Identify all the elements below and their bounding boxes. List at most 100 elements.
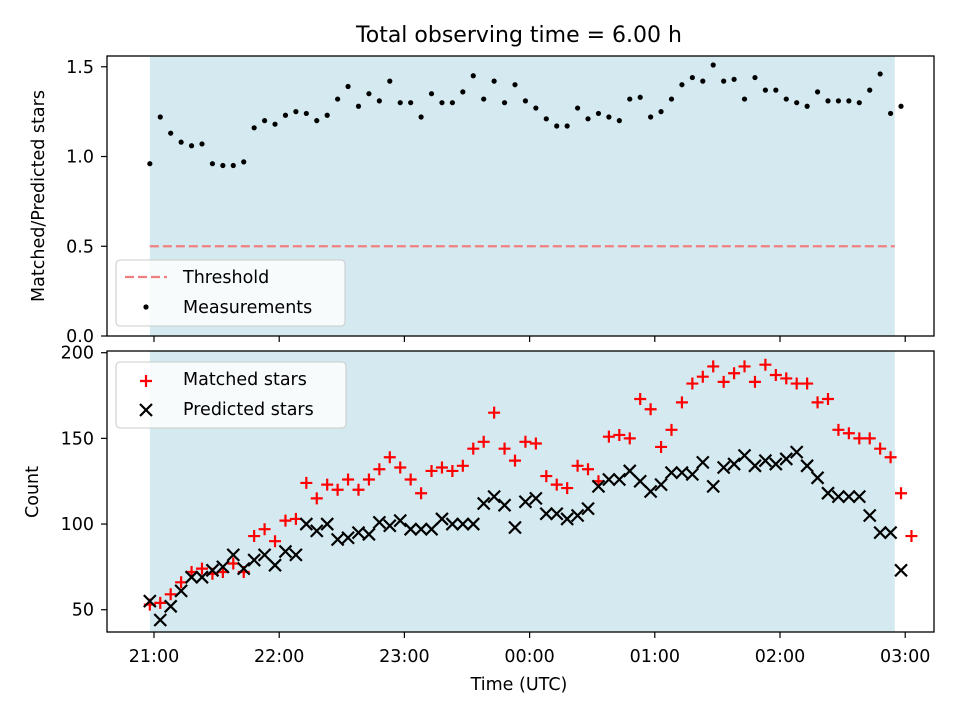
matched-stars-point [467, 442, 480, 455]
measurement-point [470, 73, 476, 79]
predicted-stars-point [622, 464, 637, 478]
count-axes-frame [106, 350, 935, 633]
predicted-stars-point [351, 525, 366, 540]
predicted-stars-point [487, 489, 501, 504]
matched-stars-point [383, 451, 396, 464]
ratio-axes-frame [106, 55, 935, 337]
matched-stars-point [696, 370, 709, 383]
ratio-panel: 0.0 0.5 1.0 1.5 Matched/Predicted stars Thr… [29, 55, 935, 347]
measurement-point [168, 130, 174, 136]
predicted-stars-point [581, 501, 595, 516]
matched-stars-point [728, 367, 741, 380]
measurement-point [188, 143, 195, 149]
measurement-point [794, 100, 800, 106]
predicted-stars-point [476, 496, 491, 511]
measurement-point [199, 141, 205, 147]
measurement-point [700, 78, 706, 84]
predicted-stars-point [518, 495, 533, 509]
measurement-point [867, 87, 873, 93]
predicted-stars-point [372, 515, 387, 530]
matched-stars-point [342, 473, 355, 486]
threshold-legend-label: Threshold [182, 268, 269, 288]
matched-stars-point [331, 483, 344, 496]
matched-stars-point [707, 360, 720, 373]
measurement-point [574, 105, 581, 111]
predicted-stars-point [894, 563, 908, 578]
predicted-stars-point [309, 524, 324, 538]
ratio-y-tick-label: 1.0 [66, 148, 94, 168]
predicted-stars-point [383, 518, 397, 533]
measurement-point [710, 62, 716, 68]
measurement-point [481, 96, 487, 102]
measurement-point [627, 96, 633, 102]
matched-stars-point [310, 492, 323, 505]
measurement-point [741, 96, 748, 102]
x-tick-label: 03:00 [880, 647, 930, 667]
matched-stars-point [248, 530, 261, 543]
measurement-point [157, 114, 163, 120]
matched-stars-point [686, 377, 699, 390]
measurement-point [835, 98, 842, 104]
matched-stars-point [269, 535, 282, 548]
matched-stars-point [519, 435, 532, 448]
matched-stars-point [154, 596, 167, 609]
measurement-point [366, 91, 372, 97]
predicted-stars-point [539, 506, 554, 521]
count-y-axis-label: Count [23, 466, 43, 518]
matched-stars-point [498, 442, 511, 455]
measurement-point [814, 89, 821, 95]
measurement-point [689, 74, 695, 81]
predicted-stars-point [424, 522, 439, 536]
matched-stars-point [665, 423, 678, 436]
x-tick-label: 02:00 [755, 647, 805, 667]
predicted-stars-point [226, 548, 241, 562]
predicted-stars-point [174, 584, 188, 598]
matched-stars-point [905, 530, 918, 543]
predicted-stars-point [685, 467, 700, 482]
predicted-stars-point [800, 459, 814, 473]
predicted-stars-point [643, 484, 658, 499]
matched-stars-point [321, 478, 334, 491]
predicted-stars-point [591, 479, 606, 494]
measurement-point [241, 159, 247, 165]
predicted-stars-point [341, 530, 355, 545]
predicted-stars-point [414, 522, 428, 536]
measurement-point [376, 98, 382, 104]
predicted-stars-point [445, 517, 460, 531]
matched-stars-point [895, 487, 908, 500]
predicted-stars-point [842, 489, 856, 504]
predicted-stars-point [560, 512, 574, 526]
count-legend-frame [115, 361, 347, 429]
matched-stars-point [644, 403, 657, 416]
measurement-point [721, 78, 727, 84]
measurement-point [648, 114, 654, 120]
measurement-point [335, 96, 341, 102]
measurement-point [606, 114, 612, 120]
predicted-stars-point [153, 613, 168, 627]
measurement-point [345, 83, 351, 90]
predicted-stars-point [675, 465, 689, 480]
measurement-point [282, 112, 289, 118]
predicted-stars-point [247, 553, 261, 567]
measurement-point [314, 118, 320, 124]
matched-stars-point [634, 392, 647, 405]
measurement-point [564, 123, 570, 129]
matched-stars-point [425, 464, 438, 477]
matched-stars-legend-marker [140, 375, 152, 387]
measurement-point [355, 103, 362, 109]
measurement-point [387, 78, 393, 84]
matched-stars-point [874, 442, 887, 455]
matched-stars-point [801, 377, 814, 390]
matched-stars-point [508, 454, 521, 467]
predicted-stars-point [570, 508, 585, 523]
matched-stars-point [748, 375, 761, 388]
matched-stars-point [477, 435, 490, 448]
predicted-stars-point [497, 498, 512, 512]
predicted-stars-point [195, 570, 209, 584]
matched-stars-point [759, 358, 772, 371]
measurement-point [460, 89, 466, 95]
x-tick-label: 22:00 [254, 647, 304, 667]
measurement-point [658, 109, 664, 115]
predicted-stars-point [163, 599, 178, 614]
figure-title: Total observing time = 6.00 h [355, 23, 682, 48]
